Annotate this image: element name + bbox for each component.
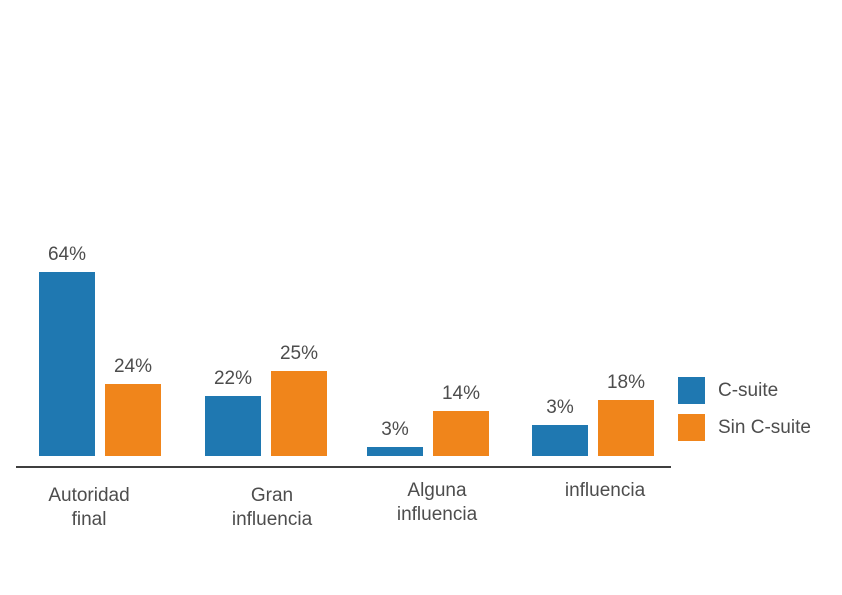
legend-swatch-sin-c-suite <box>678 414 705 441</box>
bar-sin-c-suite-autoridad-final <box>105 384 161 456</box>
value-label-sin-c-suite-influencia: 18% <box>606 372 646 393</box>
value-label-sin-c-suite-alguna-influencia: 14% <box>441 383 481 404</box>
legend-swatch-c-suite <box>678 377 705 404</box>
legend-item-sin-c-suite: Sin C-suite <box>678 414 811 441</box>
value-label-sin-c-suite-gran-influencia: 25% <box>279 343 319 364</box>
category-label-influencia: influencia <box>564 480 646 501</box>
category-label-autoridad-final: Autoridad final <box>48 485 130 530</box>
bar-sin-c-suite-gran-influencia <box>271 371 327 456</box>
bar-c-suite-autoridad-final <box>39 272 95 456</box>
value-label-c-suite-gran-influencia: 22% <box>213 368 253 389</box>
category-label-gran-influencia: Gran influencia <box>231 485 313 530</box>
bar-sin-c-suite-influencia <box>598 400 654 456</box>
legend-label-c-suite: C-suite <box>718 379 779 401</box>
chart-legend: C-suite Sin C-suite <box>678 377 811 441</box>
category-label-alguna-influencia: Alguna influencia <box>396 480 478 525</box>
value-label-c-suite-alguna-influencia: 3% <box>381 419 409 440</box>
x-axis-line <box>16 466 671 468</box>
legend-item-c-suite: C-suite <box>678 377 811 404</box>
value-label-c-suite-influencia: 3% <box>546 397 574 418</box>
bar-c-suite-influencia <box>532 425 588 456</box>
value-label-c-suite-autoridad-final: 64% <box>47 244 87 265</box>
value-label-sin-c-suite-autoridad-final: 24% <box>113 356 153 377</box>
bar-sin-c-suite-alguna-influencia <box>433 411 489 456</box>
legend-label-sin-c-suite: Sin C-suite <box>718 416 811 438</box>
bar-c-suite-gran-influencia <box>205 396 261 456</box>
bar-c-suite-alguna-influencia <box>367 447 423 456</box>
